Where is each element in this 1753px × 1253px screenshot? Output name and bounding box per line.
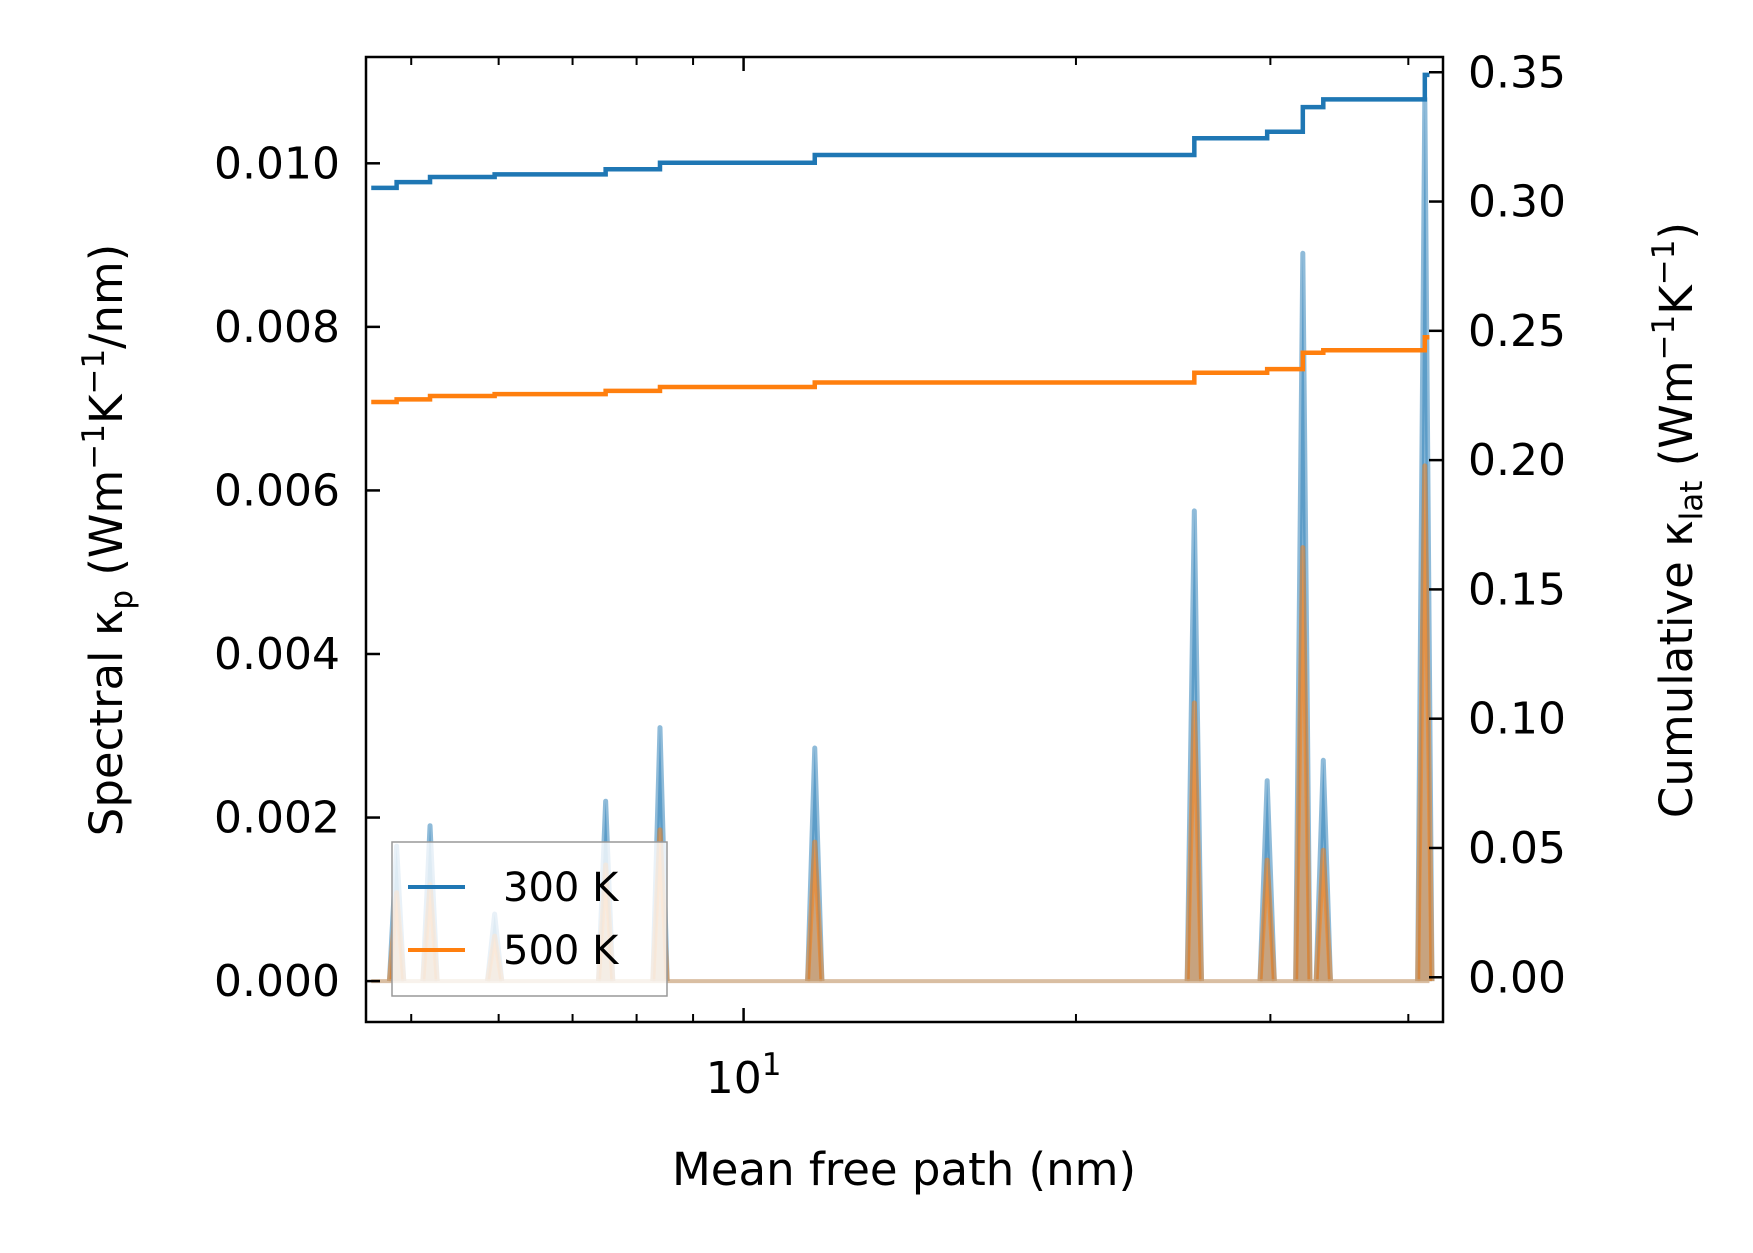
- y-tick-label-right: 0.20: [1468, 435, 1566, 486]
- y-tick-label-left: 0.010: [214, 138, 340, 189]
- y-tick-label-left: 0.002: [214, 793, 340, 844]
- spectral-peak-outline-s500: [1184, 700, 1205, 982]
- cumulative-series-layer: [371, 72, 1430, 405]
- y-tick-label-left: 0.000: [214, 956, 340, 1007]
- y-tick-label-left: 0.008: [214, 302, 340, 353]
- plot-frame: [364, 55, 1445, 1024]
- y-tick-label-right: 0.05: [1468, 823, 1566, 874]
- y-tick-label-right: 0.00: [1468, 952, 1566, 1003]
- spectral-peak-outline-s500: [1313, 847, 1333, 982]
- cumulative-line-s500: [371, 335, 1430, 405]
- spectral-peak-outline-s500: [1293, 545, 1313, 982]
- x-tick-label: 101: [706, 1047, 782, 1104]
- y-tick-label-left: 0.006: [214, 465, 340, 516]
- axis-ticks: 0.000 0.002 0.004 0.006 0.008 0.010 0.00 0.05 0.…: [214, 47, 1566, 1022]
- y-tick-label-right: 0.10: [1468, 694, 1566, 745]
- x-axis-label: Mean free path (nm): [672, 1143, 1136, 1196]
- legend-label-300k: 300 K: [503, 865, 620, 911]
- y-axis-label-left: Spectral κp (Wm−1K−1/nm): [76, 244, 140, 837]
- legend: 300 K 500 K: [391, 841, 668, 997]
- cumulative-line-s300: [371, 72, 1430, 191]
- y-tick-label-right: 0.30: [1468, 177, 1566, 228]
- legend-label-500k: 500 K: [503, 928, 620, 974]
- spectral-peak-outline-s500: [1257, 857, 1277, 982]
- y-tick-label-right: 0.25: [1468, 306, 1566, 357]
- y-axis-label-right: Cumulative κlat (Wm−1K−1): [1646, 222, 1710, 818]
- legend-box: [391, 841, 668, 997]
- spectral-peak-outline-s500: [805, 839, 825, 982]
- y-tick-label-right: 0.35: [1468, 47, 1566, 98]
- y-tick-label-right: 0.15: [1468, 564, 1566, 615]
- y-tick-label-left: 0.004: [214, 629, 340, 680]
- spectral-peak-outline-s500: [1415, 463, 1435, 982]
